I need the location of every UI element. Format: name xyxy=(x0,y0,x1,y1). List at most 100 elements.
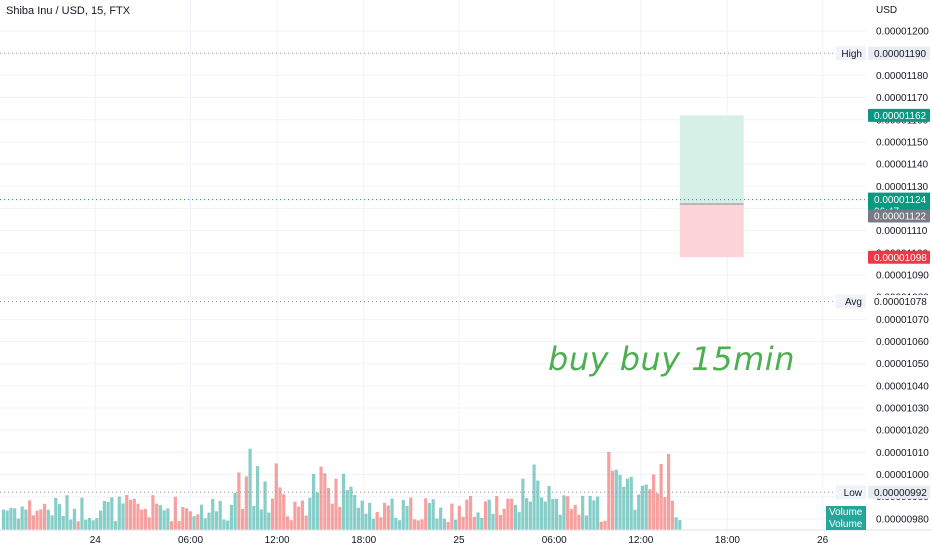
volume-tag: Volume xyxy=(829,507,863,518)
time-tick-label: 25 xyxy=(453,535,465,546)
price-axis[interactable]: USD 0.00001200 0.00001190 0.00001180 0.00001… xyxy=(876,5,929,525)
price-tick-label: 0.00001090 xyxy=(876,271,929,282)
volume-bar xyxy=(259,509,263,530)
volume-bar xyxy=(226,520,230,530)
price-tick-label: 0.00001060 xyxy=(876,337,929,348)
volume-bar xyxy=(54,497,58,530)
avg-label: Avg xyxy=(845,297,862,308)
volume-bar xyxy=(285,516,290,530)
price-tick-label: 0.00001050 xyxy=(876,359,929,370)
volume-bar xyxy=(95,518,99,530)
volume-bar xyxy=(521,478,525,530)
volume-bar xyxy=(143,508,148,530)
volume-bar xyxy=(181,506,185,530)
volume-bar xyxy=(607,451,611,530)
volume-bar xyxy=(465,499,469,530)
volume-bar xyxy=(431,499,435,530)
volume-bar xyxy=(136,503,140,530)
volume-bar xyxy=(435,518,439,530)
volume-bar xyxy=(128,499,133,530)
volume-bar xyxy=(65,495,69,530)
volume-bar xyxy=(211,498,215,530)
volume-bar xyxy=(5,510,9,530)
volume-bar xyxy=(13,508,17,530)
volume-bar xyxy=(121,503,125,530)
volume-bar xyxy=(323,473,327,530)
grid-lines xyxy=(0,0,866,530)
price-tags: High 0.00001190 Avg 0.00001078 Low 0.00000992… xyxy=(826,46,930,530)
avg-value: 0.00001078 xyxy=(874,297,927,308)
currency-label: USD xyxy=(876,5,897,16)
volume-bar xyxy=(72,508,77,530)
loss-zone xyxy=(679,204,744,258)
volume-bar xyxy=(274,463,278,530)
low-value: 0.00000992 xyxy=(874,488,927,499)
price-tick-label: 0.00001010 xyxy=(876,448,929,459)
stop-price-tag-bg xyxy=(868,250,930,264)
volume-bar xyxy=(16,518,21,530)
volume-bar xyxy=(76,521,80,530)
volume-bar xyxy=(42,503,47,530)
volume-bar xyxy=(326,488,331,530)
volume-bar xyxy=(397,520,402,530)
volume-bar xyxy=(241,508,245,530)
volume-bar xyxy=(472,516,476,530)
volume-bar xyxy=(386,505,390,530)
volume-bar xyxy=(270,498,275,530)
volume-bar xyxy=(663,497,667,530)
volume-bar xyxy=(383,502,387,530)
volume-bar xyxy=(652,474,656,530)
volume-bar xyxy=(308,497,312,530)
volume-bar xyxy=(480,518,484,530)
time-tick-label: 12:00 xyxy=(628,535,653,546)
volume-bar xyxy=(622,486,626,530)
volume-bar xyxy=(151,495,155,530)
volume-bar xyxy=(637,494,641,530)
volume-bar xyxy=(334,478,338,530)
price-tick-label: 0.00001110 xyxy=(876,226,928,237)
time-axis[interactable]: 24 06:00 12:00 18:00 25 06:00 12:00 18:00 26 xyxy=(0,529,932,546)
price-tick-label: 0.00001170 xyxy=(876,93,929,104)
volume-bar xyxy=(371,518,375,530)
volume-bar xyxy=(629,476,633,530)
volume-bar xyxy=(341,473,346,530)
volume-bar xyxy=(439,507,443,530)
volume-tag-2-bg xyxy=(826,518,866,530)
volume-bar xyxy=(199,504,204,530)
volume-bar xyxy=(84,519,88,530)
volume-bar xyxy=(420,519,424,530)
volume-bar xyxy=(368,502,372,530)
volume-bar xyxy=(229,504,234,530)
volume-bar xyxy=(91,520,95,530)
volume-bar xyxy=(375,511,379,530)
volume-bar xyxy=(57,504,62,530)
position-zones xyxy=(679,115,744,258)
volume-bar xyxy=(177,521,181,530)
volume-bar xyxy=(483,501,488,530)
volume-bar xyxy=(196,514,200,530)
volume-bar xyxy=(551,499,555,530)
volume-bar xyxy=(282,494,286,530)
price-tick-label: 0.00001130 xyxy=(876,182,929,193)
volume-bar xyxy=(267,512,271,530)
volume-bar xyxy=(674,517,678,530)
volume-bar xyxy=(278,487,282,530)
time-tick-label: 24 xyxy=(90,535,102,546)
volume-bar xyxy=(330,503,334,530)
volume-bar xyxy=(110,497,114,530)
volume-bar xyxy=(569,509,574,530)
volume-bar xyxy=(592,500,596,530)
volume-bar xyxy=(312,473,316,530)
volume-bar xyxy=(20,506,24,530)
low-label-bg xyxy=(836,485,866,500)
volume-bar xyxy=(106,501,110,530)
high-label: High xyxy=(841,49,862,60)
volume-bar xyxy=(405,505,409,530)
volume-bar xyxy=(655,493,659,530)
volume-bar xyxy=(289,520,293,530)
volume-bar xyxy=(158,505,163,530)
volume-bar xyxy=(233,493,237,530)
volume-bar xyxy=(409,497,413,530)
chart-title: Shiba Inu / USD, 15, FTX xyxy=(6,5,131,17)
